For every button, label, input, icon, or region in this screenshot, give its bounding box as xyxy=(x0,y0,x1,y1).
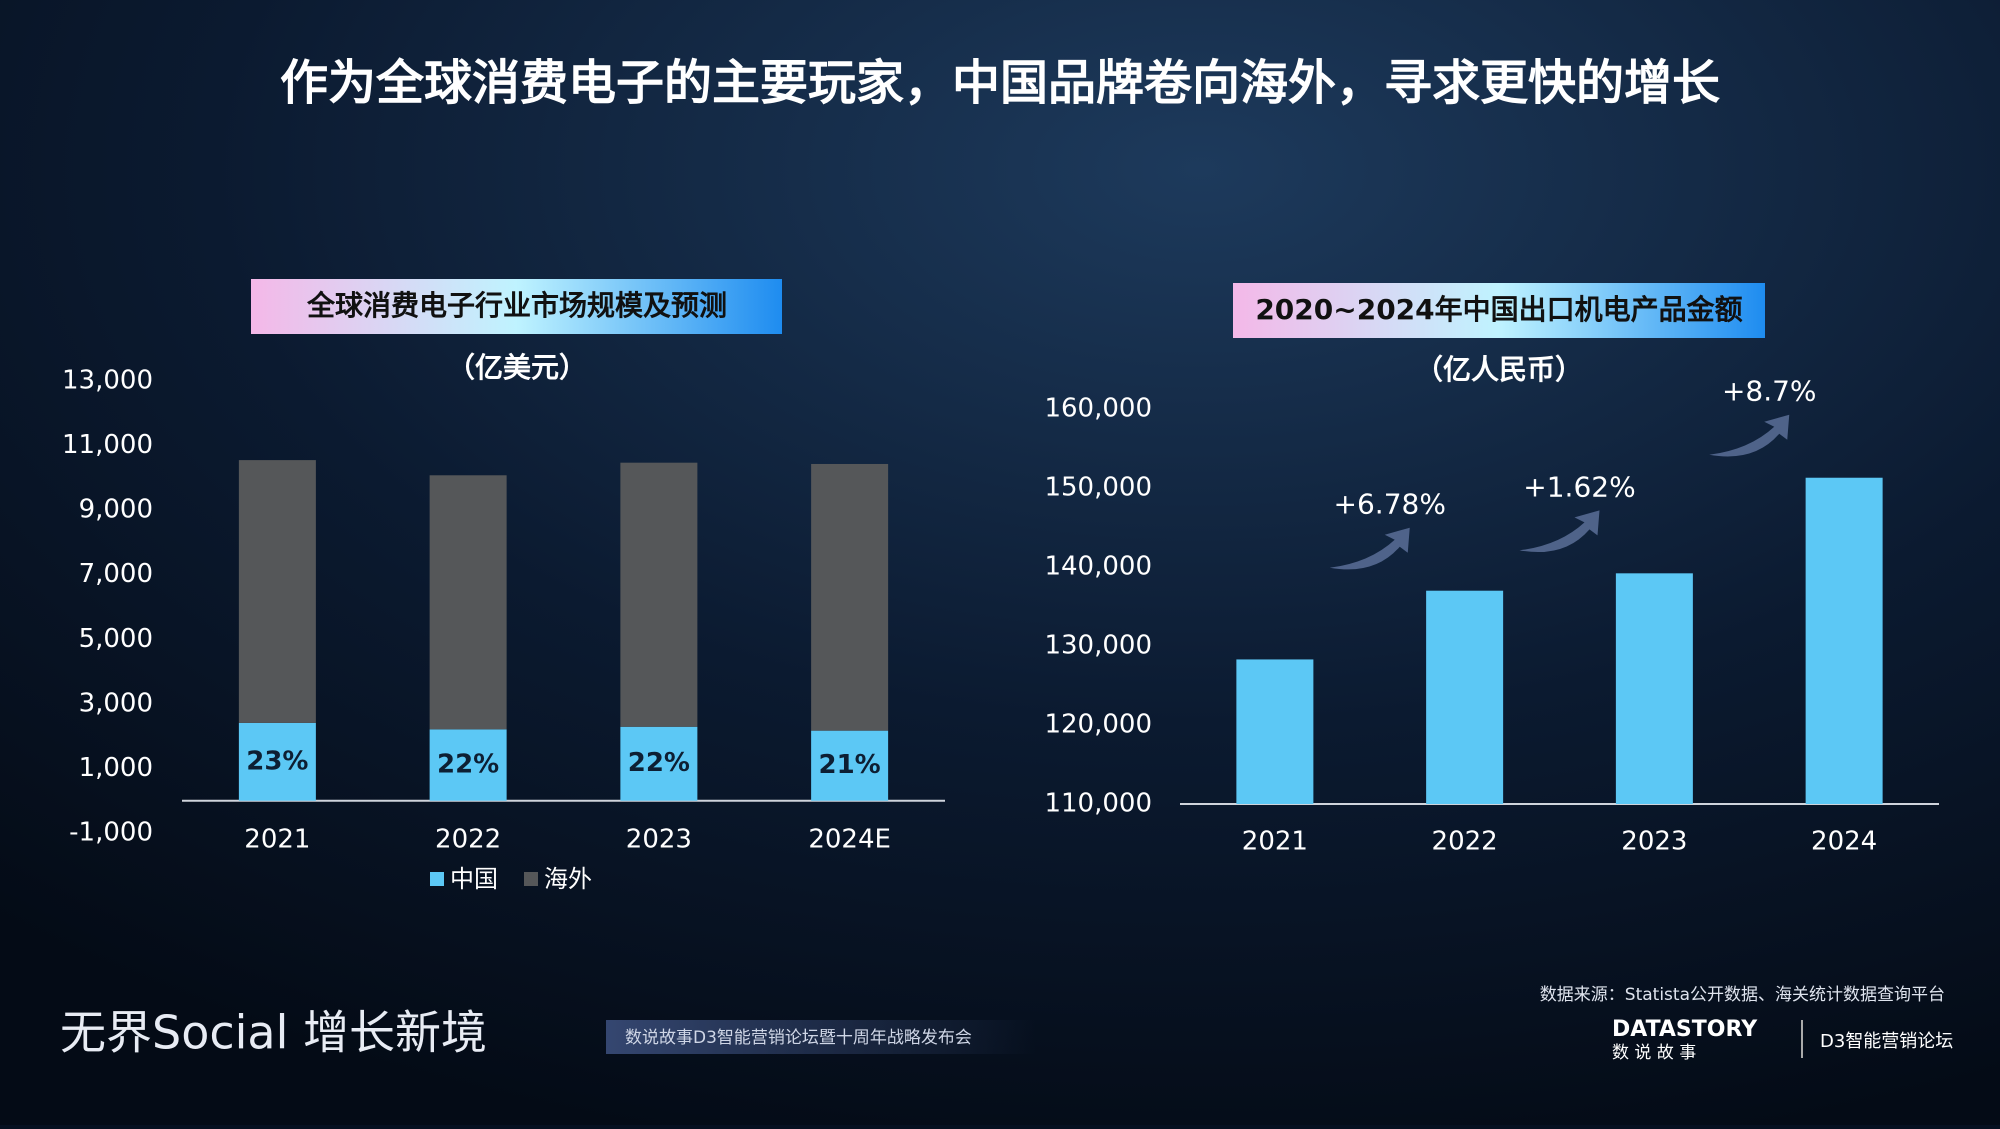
legend-swatch xyxy=(430,872,444,886)
logo: DATASTORY xyxy=(1612,1017,1758,1042)
growth-arrow xyxy=(1519,510,1600,553)
share-label: 22% xyxy=(437,750,499,780)
bar xyxy=(1426,590,1504,804)
y-tick-label: 1,000 xyxy=(79,753,153,783)
bar-segment xyxy=(811,730,889,801)
y-tick-label: 120,000 xyxy=(1044,710,1152,740)
growth-label: +8.7% xyxy=(1722,375,1817,408)
bar xyxy=(1236,659,1314,804)
chart-subtitle: （亿人民币） xyxy=(1415,353,1583,386)
x-tick-label: 2022 xyxy=(1432,827,1498,857)
bar-segment xyxy=(238,722,316,801)
growth-arrow xyxy=(1709,414,1790,457)
bar-segment xyxy=(811,463,889,731)
bar-segment xyxy=(429,475,507,730)
bar-segment xyxy=(429,729,507,801)
x-tick-label: 2023 xyxy=(626,825,692,855)
source: 数据来源：Statista公开数据、海关统计数据查询平台 xyxy=(1540,985,1945,1005)
y-tick-label: 13,000 xyxy=(62,366,153,396)
legend-label: 中国 xyxy=(450,865,498,893)
x-tick-label: 2024 xyxy=(1811,827,1877,857)
chart-title-box xyxy=(251,279,782,334)
y-tick-label: 150,000 xyxy=(1044,473,1152,503)
bar xyxy=(1805,477,1883,804)
growth-label: +6.78% xyxy=(1334,488,1446,521)
y-tick-label: 11,000 xyxy=(62,430,153,460)
share-label: 21% xyxy=(819,750,881,780)
y-tick-label: 110,000 xyxy=(1044,789,1152,819)
x-tick-label: 2021 xyxy=(1242,827,1308,857)
legend-swatch xyxy=(524,872,538,886)
y-tick-label: 140,000 xyxy=(1044,552,1152,582)
y-tick-label: 9,000 xyxy=(79,495,153,525)
bar-segment xyxy=(238,460,316,723)
x-tick-label: 2022 xyxy=(435,825,501,855)
y-tick-label: 3,000 xyxy=(79,688,153,718)
growth-label: +1.62% xyxy=(1523,470,1635,503)
brand: 无界Social 增长新境 xyxy=(60,1006,487,1060)
chart-subtitle: （亿美元） xyxy=(447,351,587,384)
chart-title-box xyxy=(1233,283,1765,338)
bar xyxy=(1615,573,1693,804)
y-tick-label: 5,000 xyxy=(79,624,153,654)
legend-label: 海外 xyxy=(544,865,592,893)
logo-sub: 数 说 故 事 xyxy=(1612,1043,1696,1063)
share-label: 23% xyxy=(246,746,308,776)
page-title: 作为全球消费电子的主要玩家，中国品牌卷向海外，寻求更快的增长 xyxy=(280,55,1720,111)
logo: D3智能营销论坛 xyxy=(1820,1031,1953,1052)
y-tick-label: 160,000 xyxy=(1044,394,1152,424)
x-tick-label: 2021 xyxy=(244,825,310,855)
chart-title: 全球消费电子行业市场规模及预测 xyxy=(306,289,727,322)
chart-title: 2020~2024年中国出口机电产品金额 xyxy=(1255,293,1742,326)
y-tick-label: 7,000 xyxy=(79,559,153,589)
share-label: 22% xyxy=(628,748,690,778)
x-tick-label: 2024E xyxy=(808,825,891,855)
y-tick-label: 130,000 xyxy=(1044,631,1152,661)
event: 数说故事D3智能营销论坛暨十周年战略发布会 xyxy=(625,1028,972,1048)
x-tick-label: 2023 xyxy=(1621,827,1687,857)
bar-segment xyxy=(620,726,698,801)
y-tick-label: -1,000 xyxy=(69,818,153,848)
growth-arrow xyxy=(1329,527,1410,570)
bar-segment xyxy=(620,462,698,727)
event-banner xyxy=(606,1020,1036,1054)
